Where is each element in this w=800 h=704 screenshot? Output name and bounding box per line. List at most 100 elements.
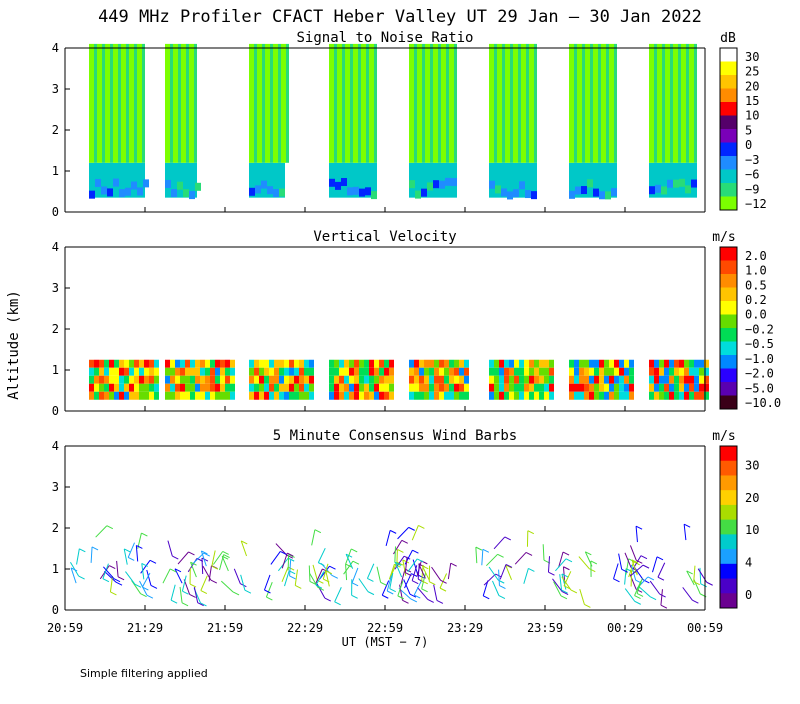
velocity-cell bbox=[599, 384, 604, 392]
velocity-cell bbox=[489, 384, 494, 392]
colorbar-swatch bbox=[720, 288, 737, 302]
wind-barb bbox=[125, 572, 141, 588]
velocity-cell bbox=[284, 384, 289, 392]
snr-column bbox=[165, 44, 170, 163]
snr-cell bbox=[501, 188, 507, 196]
velocity-cell bbox=[289, 384, 294, 392]
velocity-cell bbox=[294, 368, 299, 376]
velocity-cell bbox=[549, 360, 554, 368]
colorbar-label: 10 bbox=[745, 523, 759, 537]
velocity-data-block bbox=[249, 360, 314, 400]
wind-barb bbox=[117, 561, 124, 580]
velocity-cell bbox=[699, 368, 704, 376]
snr-cell bbox=[581, 186, 587, 194]
velocity-cell bbox=[524, 376, 529, 384]
wind-barb bbox=[636, 526, 642, 542]
colorbar-swatch bbox=[720, 342, 737, 356]
velocity-cell bbox=[104, 384, 109, 392]
snr-column bbox=[681, 44, 686, 163]
snr-column-edge bbox=[526, 44, 529, 163]
wind-barb-staff bbox=[132, 580, 141, 593]
velocity-cell bbox=[279, 376, 284, 384]
wind-barb-flag bbox=[692, 600, 698, 603]
velocity-cell bbox=[509, 392, 514, 400]
velocity-cell bbox=[254, 360, 259, 368]
velocity-cell bbox=[94, 392, 99, 400]
velocity-cell bbox=[294, 360, 299, 368]
velocity-cell bbox=[459, 368, 464, 376]
colorbar-swatch bbox=[720, 593, 737, 608]
wind-barb-staff bbox=[700, 568, 701, 584]
velocity-cell bbox=[664, 376, 669, 384]
colorbar-swatch bbox=[720, 247, 737, 261]
wind-barb-flag bbox=[635, 601, 641, 604]
velocity-cell bbox=[279, 384, 284, 392]
velocity-cell bbox=[654, 384, 659, 392]
velocity-cell bbox=[185, 392, 190, 400]
velocity-cell bbox=[669, 360, 674, 368]
velocity-cell bbox=[139, 368, 144, 376]
velocity-cell bbox=[374, 384, 379, 392]
velocity-data-block bbox=[165, 360, 235, 400]
wind-barb bbox=[377, 567, 387, 586]
colorbar-label: −3 bbox=[745, 153, 759, 167]
velocity-cell bbox=[269, 376, 274, 384]
snr-column bbox=[601, 44, 606, 163]
velocity-cell bbox=[439, 360, 444, 368]
wind-barb-staff bbox=[125, 572, 135, 585]
colorbar-label: 10 bbox=[745, 109, 759, 123]
velocity-cell bbox=[379, 360, 384, 368]
velocity-cell bbox=[664, 392, 669, 400]
velocity-cell bbox=[679, 360, 684, 368]
velocity-cell bbox=[464, 376, 469, 384]
velocity-cell bbox=[389, 384, 394, 392]
snr-data-block bbox=[89, 44, 149, 199]
velocity-cell bbox=[205, 368, 210, 376]
velocity-cell bbox=[254, 376, 259, 384]
wind-barb bbox=[548, 556, 554, 575]
wind-barb-staff bbox=[367, 564, 373, 579]
snr-column bbox=[505, 44, 510, 163]
velocity-cell bbox=[249, 368, 254, 376]
velocity-cell bbox=[539, 384, 544, 392]
wind-barb bbox=[171, 585, 177, 603]
snr-cell bbox=[353, 187, 359, 195]
colorbar-swatch bbox=[720, 274, 737, 288]
colorbar-swatch bbox=[720, 355, 737, 369]
velocity-cell bbox=[180, 384, 185, 392]
velocity-cell bbox=[629, 384, 634, 392]
snr-cell bbox=[599, 191, 605, 199]
velocity-cell bbox=[129, 360, 134, 368]
velocity-cell bbox=[109, 368, 114, 376]
velocity-cell bbox=[459, 392, 464, 400]
velocity-cell bbox=[689, 384, 694, 392]
wind-barb-flag bbox=[211, 580, 217, 583]
velocity-cell bbox=[574, 376, 579, 384]
velocity-cell bbox=[569, 360, 574, 368]
velocity-cell bbox=[165, 368, 170, 376]
velocity-cell bbox=[364, 360, 369, 368]
velocity-cell bbox=[249, 360, 254, 368]
wind-barb-flag bbox=[233, 592, 239, 595]
wind-barb-staff bbox=[295, 570, 297, 586]
wind-barb bbox=[476, 547, 482, 563]
snr-column bbox=[489, 44, 494, 163]
velocity-cell bbox=[444, 376, 449, 384]
velocity-cell bbox=[190, 376, 195, 384]
velocity-cell bbox=[329, 368, 334, 376]
velocity-cell bbox=[679, 392, 684, 400]
snr-cell bbox=[445, 178, 451, 186]
velocity-cell bbox=[439, 384, 444, 392]
wind-barb-staff bbox=[352, 568, 358, 583]
wind-barb-staff bbox=[91, 547, 92, 563]
velocity-cell bbox=[539, 360, 544, 368]
velocity-cell bbox=[279, 368, 284, 376]
velocity-cell bbox=[664, 360, 669, 368]
wind-barb bbox=[432, 567, 447, 583]
wind-barb-flag bbox=[412, 581, 418, 584]
snr-cell bbox=[279, 189, 285, 197]
velocity-cell bbox=[354, 368, 359, 376]
velocity-cell bbox=[699, 360, 704, 368]
velocity-cell bbox=[619, 376, 624, 384]
